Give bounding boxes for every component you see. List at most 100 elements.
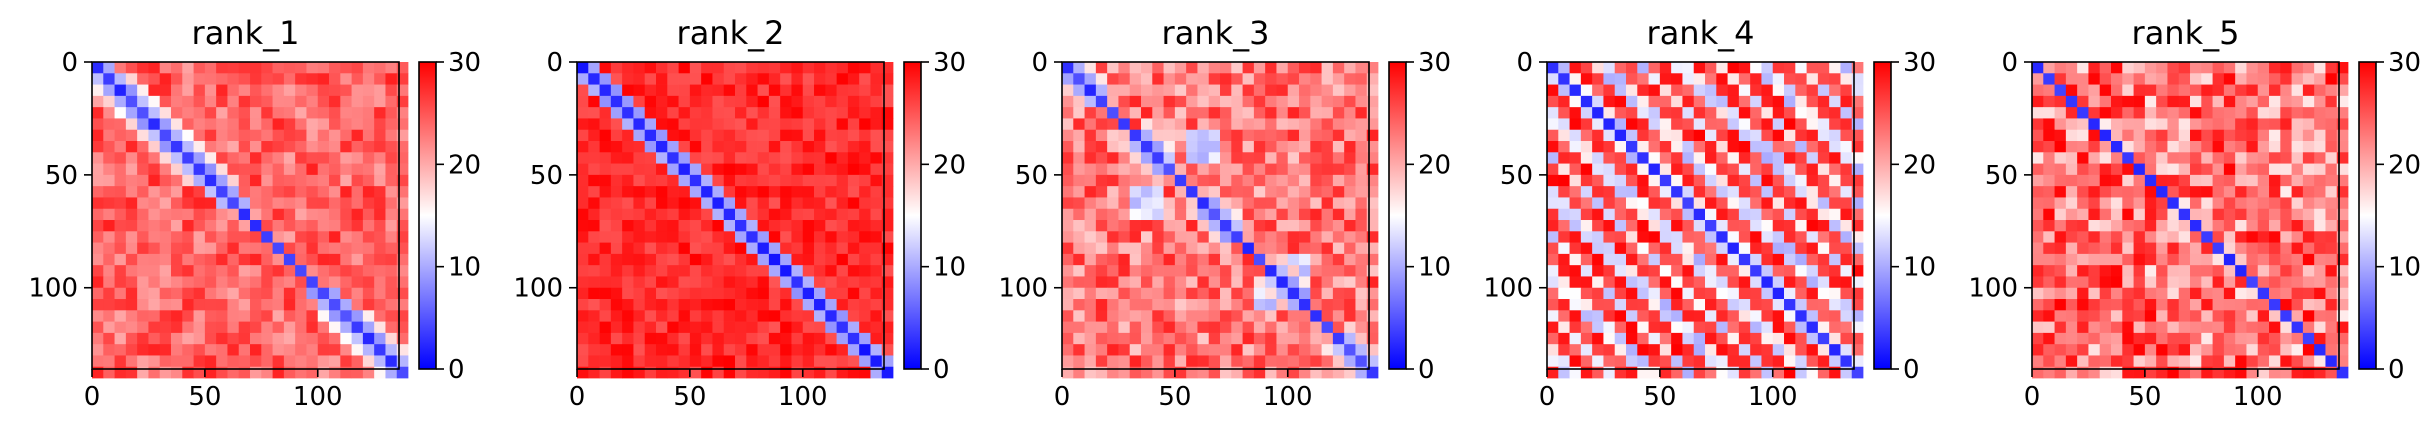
heatmap-cell [2212,163,2225,176]
heatmap-cell [1197,332,1210,345]
heatmap-cell [2178,129,2191,142]
heatmap-cell [2291,299,2304,311]
heatmap-cell [1840,276,1853,289]
heatmap-cell [1592,129,1604,142]
heatmap-cell [2212,107,2225,119]
heatmap-cell [1174,129,1187,142]
heatmap-cell [1637,231,1649,243]
heatmap-cell [1705,141,1717,153]
heatmap-cell [340,186,352,198]
heatmap-cell [825,62,837,74]
heatmap-cell [644,186,657,198]
heatmap-cell [1806,253,1819,266]
heatmap-cell [1073,174,1085,187]
heatmap-cell [1299,118,1311,131]
heatmap-cell [836,231,849,243]
heatmap-cell [1299,220,1311,232]
heatmap-cell [261,174,273,187]
heatmap-cell [92,253,104,266]
heatmap-cell [656,163,668,176]
heatmap-cell [622,344,634,356]
heatmap-cell [2032,95,2044,108]
heatmap-cell [2246,231,2259,243]
heatmap-cell [836,141,849,153]
heatmap-cell [1366,344,1379,356]
colorbar-tick-label-3-2: 10 [1418,253,1451,283]
heatmap-cell [2065,208,2078,221]
heatmap-cell [689,62,702,74]
heatmap-cell [2336,129,2349,142]
heatmap-cell [1163,242,1176,255]
heatmap-cell [1174,220,1187,232]
heatmap-cell [610,73,623,85]
heatmap-cell [2291,174,2304,187]
heatmap-cell [103,265,115,277]
heatmap-cell [1062,253,1074,266]
heatmap-cell [2065,129,2078,142]
heatmap-cell [1547,355,1559,368]
heatmap-cell [2302,366,2315,379]
heatmap-cell [723,163,736,176]
heatmap-cell [1287,186,1300,198]
heatmap-cell [814,220,826,232]
heatmap-cell [2269,355,2281,368]
heatmap-cell [2212,186,2225,198]
heatmap-cell [1366,366,1379,379]
heatmap-cell [1784,242,1796,255]
heatmap-cell [735,242,747,255]
heatmap-cell [802,276,815,289]
heatmap-cell [1569,84,1582,97]
heatmap-cell [1265,174,1277,187]
heatmap-cell [1084,366,1097,379]
heatmap-cell [103,242,115,255]
heatmap-cell [723,344,736,356]
y-tick-label-2-3: 100 [513,274,563,304]
heatmap-cell [768,321,781,334]
heatmap-cell [1580,242,1593,255]
heatmap-cell [689,152,702,164]
heatmap-cell [735,107,747,119]
heatmap-cell [1107,366,1119,379]
heatmap-cell [1129,208,1142,221]
heatmap-cell [2043,95,2055,108]
heatmap-cell [1671,344,1683,356]
heatmap-cell [306,163,319,176]
heatmap-cell [1806,231,1819,243]
heatmap-cell [836,152,849,164]
heatmap-cell [148,366,161,379]
heatmap-cell [1152,242,1164,255]
heatmap-cell [1344,152,1356,164]
heatmap-cell [1344,118,1356,131]
heatmap-cell [1310,332,1322,345]
heatmap-cell [1321,220,1334,232]
heatmap-cell [2190,174,2202,187]
heatmap-cell [306,141,319,153]
heatmap-cell [1806,310,1819,322]
heatmap-cell [802,163,815,176]
heatmap-cell [2291,118,2304,131]
heatmap-cell [1073,118,1085,131]
heatmap-cell [1626,321,1638,334]
heatmap-cell [1558,73,1570,85]
heatmap-cell [171,220,183,232]
heatmap-cell [881,129,894,142]
heatmap-cell [2257,163,2270,176]
heatmap-cell [238,242,251,255]
x-tick-label-3-1: 0 [1054,382,1071,412]
heatmap-cell [283,208,296,221]
heatmap-cell [227,95,240,108]
heatmap-cell [103,118,115,131]
heatmap-cell [1208,253,1221,266]
heatmap-cell [2280,242,2292,255]
heatmap-cell [193,321,206,334]
heatmap-cell [2099,62,2112,74]
heatmap-cell [1253,299,1266,311]
heatmap-cell [385,118,398,131]
heatmap-cell [351,355,364,368]
heatmap-cell [1174,163,1187,176]
heatmap-cell [1558,366,1570,379]
heatmap-cell [1693,174,1706,187]
heatmap-cell [599,107,612,119]
heatmap-cell [1141,62,1153,74]
